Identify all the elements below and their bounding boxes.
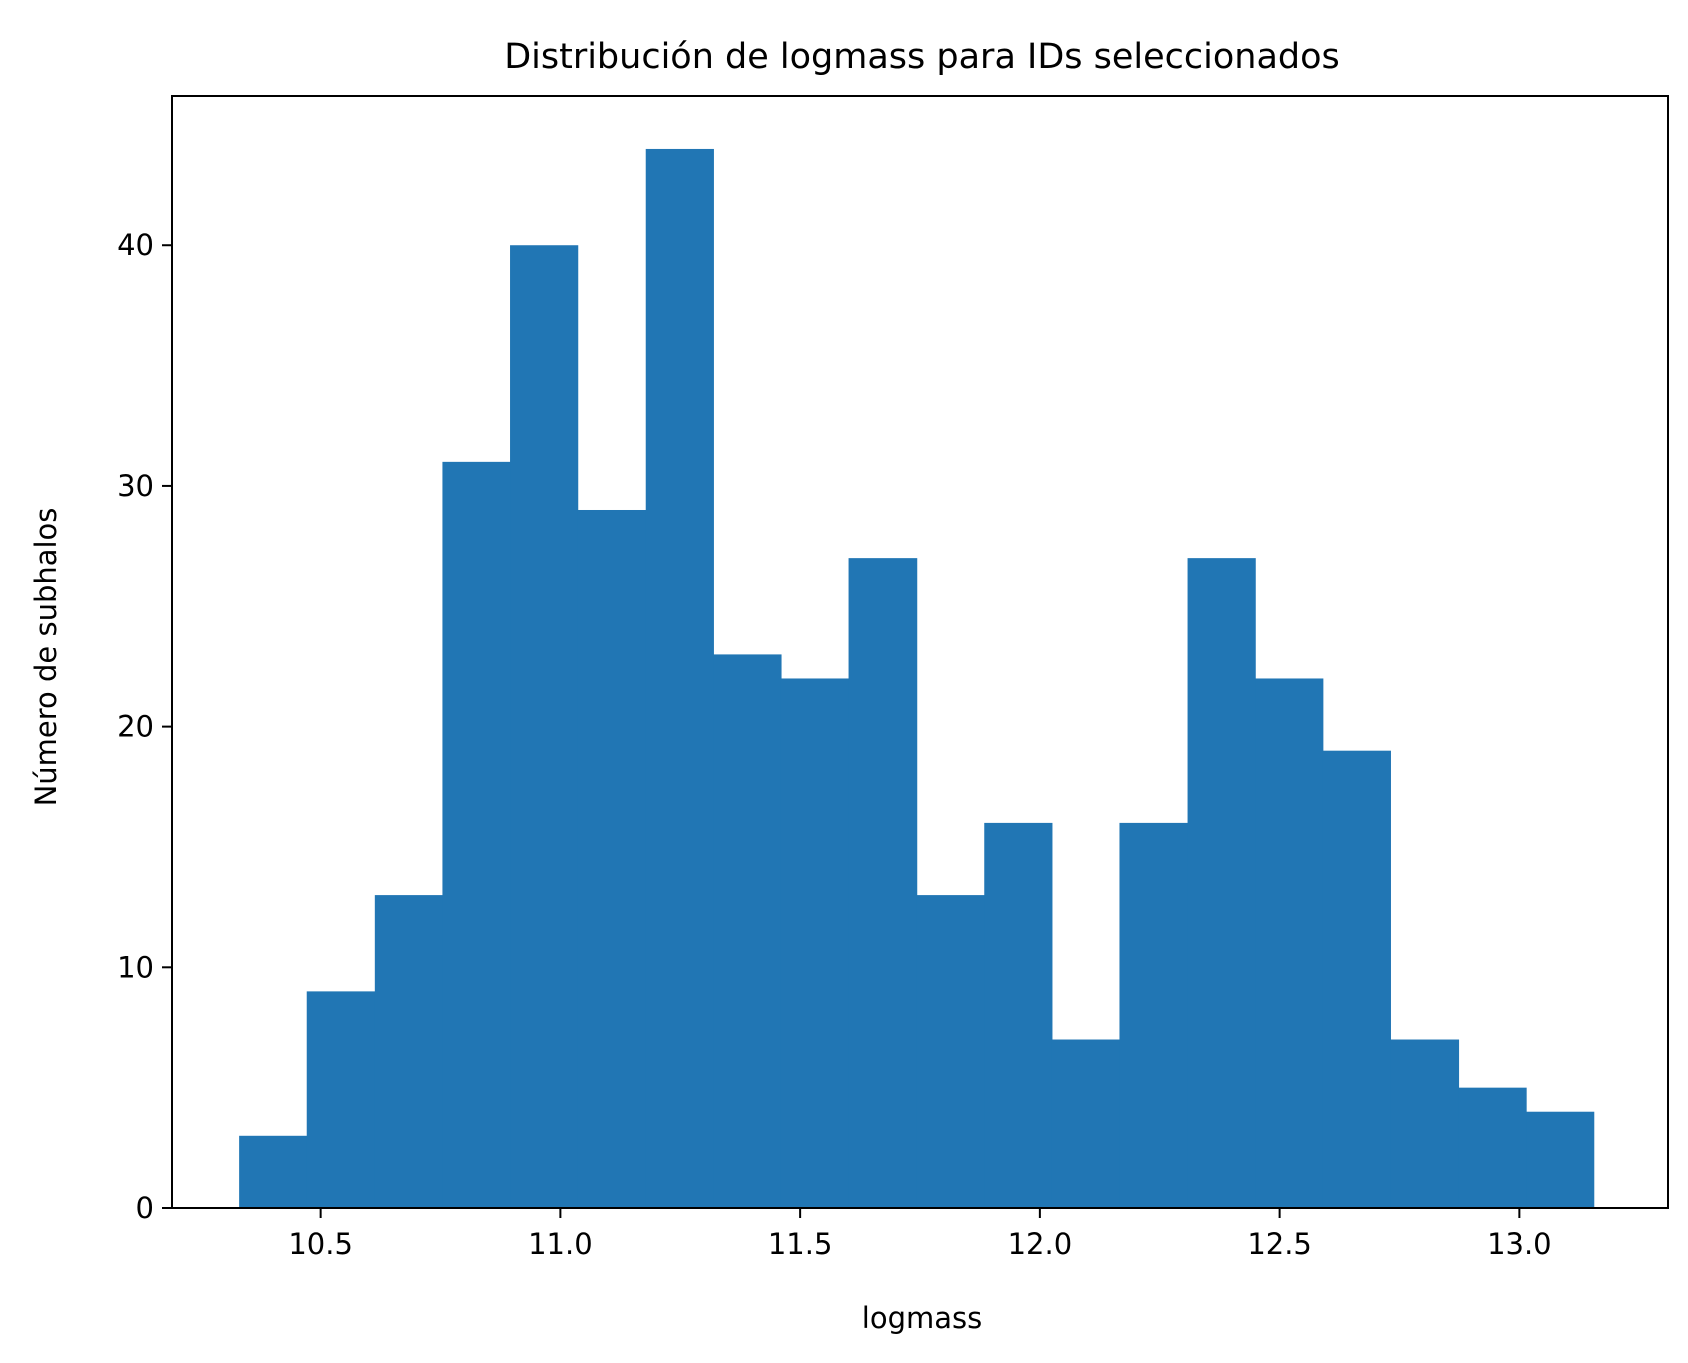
histogram-bar xyxy=(1322,750,1391,1208)
histogram-bar xyxy=(306,991,376,1208)
histogram-bar xyxy=(442,461,511,1209)
y-tick-label: 30 xyxy=(117,469,154,503)
x-tick-label: 13.0 xyxy=(1487,1227,1552,1261)
chart-title: Distribución de logmass para IDs selecci… xyxy=(504,37,1340,77)
histogram-bar xyxy=(1526,1111,1595,1208)
x-tick-label: 12.0 xyxy=(1008,1227,1073,1261)
histogram-bar xyxy=(848,558,918,1208)
y-tick-label: 0 xyxy=(136,1191,154,1225)
histogram-bar xyxy=(645,148,714,1208)
histogram-bar xyxy=(1051,1039,1121,1208)
y-tick-label: 40 xyxy=(117,228,154,262)
histogram-bar xyxy=(1458,1087,1527,1208)
histogram-bar xyxy=(239,1135,308,1208)
x-axis: 10.5 11.0 11.5 12.0 12.5 13.0 xyxy=(288,1208,1552,1261)
x-axis-label: logmass xyxy=(862,1301,982,1335)
histogram-bar xyxy=(1187,558,1256,1208)
histogram-bar xyxy=(984,822,1053,1208)
plot-frame xyxy=(171,95,1669,1209)
bars-group xyxy=(239,148,1595,1209)
histogram-bar xyxy=(374,895,444,1208)
histogram-bar xyxy=(510,245,579,1208)
x-tick-label: 11.5 xyxy=(768,1227,833,1261)
histogram-bar xyxy=(1255,678,1324,1208)
x-tick-label: 12.5 xyxy=(1247,1227,1312,1261)
y-tick-label: 20 xyxy=(117,710,154,744)
histogram-bar xyxy=(713,654,782,1208)
histogram-bar xyxy=(577,509,647,1208)
y-axis: 0 10 20 30 40 xyxy=(117,228,172,1225)
y-tick-label: 10 xyxy=(117,950,154,984)
x-tick-label: 11.0 xyxy=(528,1227,593,1261)
x-tick-label: 10.5 xyxy=(288,1227,353,1261)
histogram-bar xyxy=(916,895,985,1208)
histogram-bar xyxy=(1390,1039,1460,1208)
y-axis-label: Número de subhalos xyxy=(29,508,63,807)
histogram-bar xyxy=(780,678,850,1208)
histogram-bar xyxy=(1119,822,1189,1208)
